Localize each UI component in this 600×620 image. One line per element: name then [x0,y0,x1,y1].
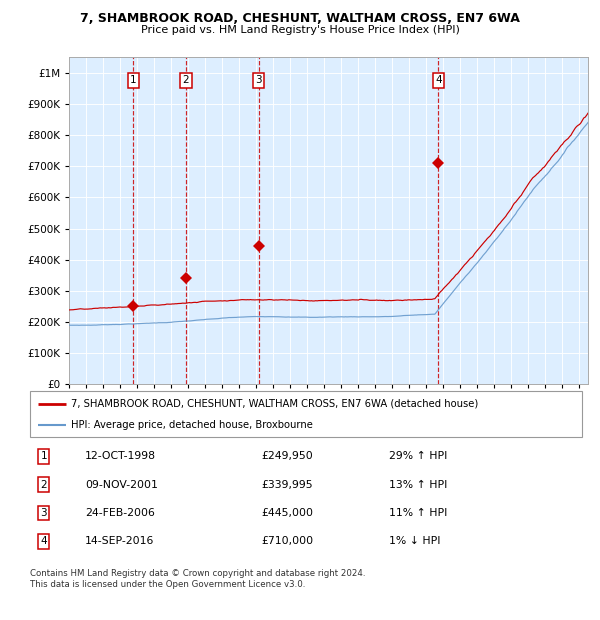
Text: Price paid vs. HM Land Registry's House Price Index (HPI): Price paid vs. HM Land Registry's House … [140,25,460,35]
Text: £445,000: £445,000 [262,508,314,518]
Text: 2: 2 [182,76,189,86]
Text: This data is licensed under the Open Government Licence v3.0.: This data is licensed under the Open Gov… [30,580,305,589]
Text: 09-NOV-2001: 09-NOV-2001 [85,480,158,490]
Text: 14-SEP-2016: 14-SEP-2016 [85,536,155,546]
Text: 24-FEB-2006: 24-FEB-2006 [85,508,155,518]
Text: 1% ↓ HPI: 1% ↓ HPI [389,536,440,546]
Text: Contains HM Land Registry data © Crown copyright and database right 2024.: Contains HM Land Registry data © Crown c… [30,569,365,578]
Text: HPI: Average price, detached house, Broxbourne: HPI: Average price, detached house, Brox… [71,420,313,430]
Text: £710,000: £710,000 [262,536,314,546]
FancyBboxPatch shape [30,391,582,437]
Text: £249,950: £249,950 [262,451,314,461]
Text: £339,995: £339,995 [262,480,313,490]
Text: 12-OCT-1998: 12-OCT-1998 [85,451,156,461]
Text: 4: 4 [435,76,442,86]
Text: 3: 3 [40,508,47,518]
Text: 3: 3 [256,76,262,86]
Text: 11% ↑ HPI: 11% ↑ HPI [389,508,447,518]
Text: 7, SHAMBROOK ROAD, CHESHUNT, WALTHAM CROSS, EN7 6WA (detached house): 7, SHAMBROOK ROAD, CHESHUNT, WALTHAM CRO… [71,399,479,409]
Text: 4: 4 [40,536,47,546]
Text: 7, SHAMBROOK ROAD, CHESHUNT, WALTHAM CROSS, EN7 6WA: 7, SHAMBROOK ROAD, CHESHUNT, WALTHAM CRO… [80,12,520,25]
Text: 13% ↑ HPI: 13% ↑ HPI [389,480,447,490]
Text: 29% ↑ HPI: 29% ↑ HPI [389,451,447,461]
Text: 2: 2 [40,480,47,490]
Text: 1: 1 [40,451,47,461]
Text: 1: 1 [130,76,137,86]
